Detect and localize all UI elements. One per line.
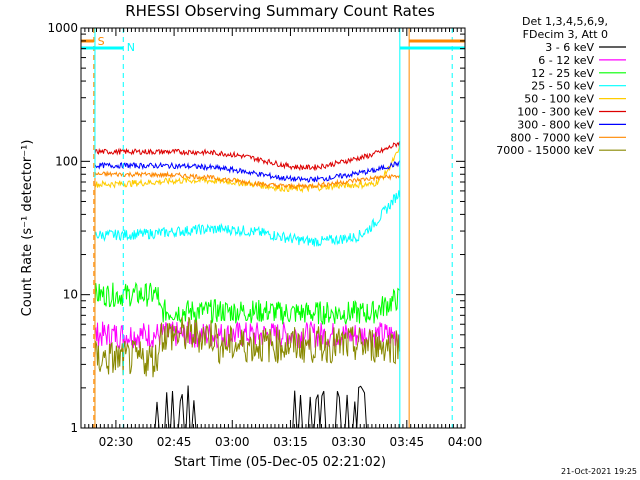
y-tick-label: 100 bbox=[55, 154, 78, 168]
x-tick-label: 02:30 bbox=[99, 435, 134, 449]
plot-frame bbox=[80, 27, 466, 429]
x-tick-label: 03:45 bbox=[390, 435, 425, 449]
series-line-3 bbox=[94, 190, 401, 247]
marker-label-n: N bbox=[127, 41, 135, 54]
marker-label-s: S bbox=[98, 35, 105, 48]
y-axis-label: Count Rate (s⁻¹ detector⁻¹) bbox=[20, 140, 35, 317]
y-tick-label: 10 bbox=[63, 288, 78, 302]
legend-header-2: FDecim 3, Att 0 bbox=[523, 28, 608, 41]
x-tick-label: 03:30 bbox=[331, 435, 366, 449]
footer-timestamp: 21-Oct-2021 19:25 bbox=[561, 467, 637, 476]
series-line-4 bbox=[94, 145, 401, 194]
x-tick-label: 02:45 bbox=[157, 435, 192, 449]
legend-label-4: 50 - 100 keV bbox=[524, 93, 594, 106]
series-line-1 bbox=[94, 321, 401, 350]
legend-header-1: Det 1,3,4,5,6,9, bbox=[522, 15, 608, 28]
legend-label-6: 300 - 800 keV bbox=[517, 118, 594, 131]
tick-layer: 1 10 100 1000 02:30 02:45 03:00 03:15 03:30 03:45… bbox=[47, 21, 482, 449]
x-axis-label: Start Time (05-Dec-05 02:21:02) bbox=[174, 455, 386, 470]
legend-label-1: 6 - 12 keV bbox=[538, 54, 594, 67]
y-tick-label: 1000 bbox=[47, 21, 78, 35]
x-tick-label: 04:00 bbox=[448, 435, 483, 449]
x-tick-label: 03:15 bbox=[273, 435, 308, 449]
legend-label-7: 800 - 7000 keV bbox=[510, 131, 594, 144]
series-line-0 bbox=[95, 385, 400, 429]
series-line-7 bbox=[94, 170, 401, 190]
legend-label-5: 100 - 300 keV bbox=[517, 106, 594, 119]
legend-label-2: 12 - 25 keV bbox=[531, 67, 594, 80]
chart-title: RHESSI Observing Summary Count Rates bbox=[125, 2, 435, 20]
series-layer bbox=[94, 141, 401, 429]
legend-label-8: 7000 - 15000 keV bbox=[496, 144, 594, 157]
series-line-2 bbox=[94, 281, 400, 325]
legend-label-3: 25 - 50 keV bbox=[531, 80, 594, 93]
y-tick-label: 1 bbox=[70, 421, 78, 435]
series-line-8 bbox=[94, 316, 401, 378]
series-line-5 bbox=[94, 141, 401, 172]
legend-label-0: 3 - 6 keV bbox=[545, 41, 594, 54]
x-tick-label: 03:00 bbox=[215, 435, 250, 449]
series-line-6 bbox=[94, 160, 401, 183]
